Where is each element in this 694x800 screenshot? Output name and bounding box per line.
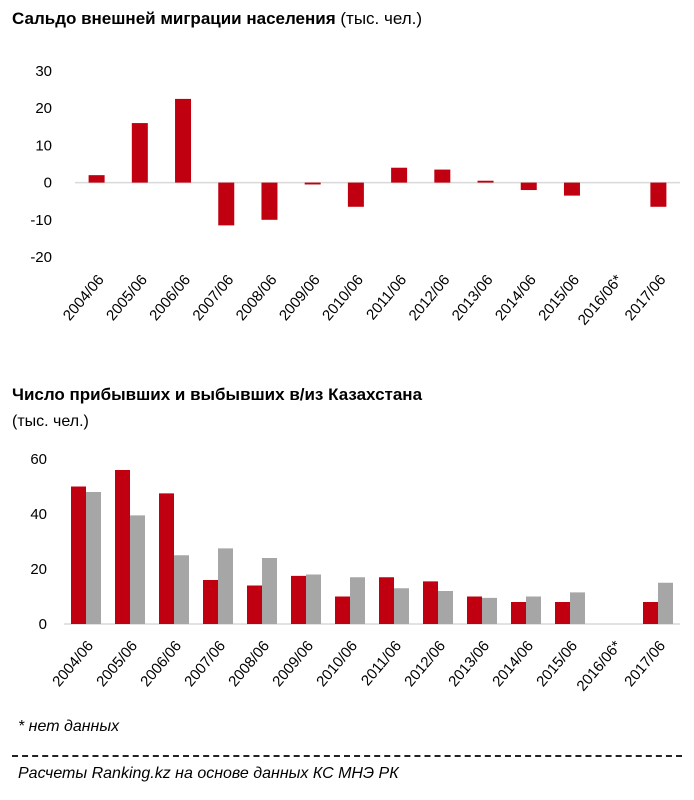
flow-xtick: 2013/06 [445,638,493,690]
flow-bar-s1-5 [291,575,306,624]
flow-bar-s1-1 [115,470,130,624]
flow-ytick: 40 [30,506,47,523]
divider-dashed [12,755,682,757]
flow-xtick: 2008/06 [225,638,273,690]
net-bar-s1-0 [88,175,105,183]
flow-bar-s2-6 [350,577,365,624]
flow-bar-s1-0 [71,486,86,624]
net-ytick: -10 [30,212,52,229]
flow-xtick: 2012/06 [401,638,449,690]
chart1-unit: (тыс. чел.) [340,9,423,28]
net-bar-s1-13 [650,182,667,207]
flow-bar-s2-8 [438,591,453,624]
arrivals-departures-chart: 60 40 20 02004/062005/062006/062007/062008/… [30,451,680,695]
net-ytick: -20 [30,249,52,266]
flow-bar-s2-2 [174,555,189,624]
flow-bar-s2-1 [130,515,145,624]
flow-xtick: 2017/06 [621,638,669,690]
flow-bar-s1-4 [247,585,262,624]
flow-xtick: 2016/06* [573,638,625,695]
flow-bar-s1-6 [335,596,350,624]
flow-ytick: 0 [39,616,47,633]
flow-bar-s2-13 [658,582,673,624]
flow-xtick: 2014/06 [489,638,537,690]
chart2-title: Число прибывших и выбывших в/из Казахста… [12,385,422,405]
flow-bar-s1-2 [159,493,174,624]
flow-bar-s1-13 [643,602,658,624]
flow-bar-s1-11 [555,602,570,624]
net-bar-s1-10 [520,182,537,191]
net-bar-s1-1 [131,123,148,183]
flow-bar-s2-3 [218,548,233,624]
flow-ytick: 20 [30,561,47,578]
footnote: * нет данных [18,718,120,735]
flow-xtick: 2011/06 [358,638,405,690]
net-bar-s1-5 [304,182,321,185]
flow-bar-s2-9 [482,597,497,624]
chart1-title: Сальдо внешней миграции населения (тыс. … [12,9,422,29]
chart2-unit: (тыс. чел.) [12,413,89,430]
net-bar-s1-6 [347,182,364,207]
flow-xtick: 2005/06 [93,638,141,690]
flow-bar-s2-10 [526,596,541,624]
net-ytick: 20 [35,100,52,117]
flow-bar-s1-3 [203,580,218,624]
net-ytick: 30 [35,63,52,80]
flow-bar-s2-11 [570,592,585,624]
flow-xtick: 2010/06 [313,638,361,690]
source-text: Расчеты Ranking.kz на основе данных КС М… [18,765,399,782]
flow-bar-s1-9 [467,596,482,624]
flow-bar-s2-4 [262,558,277,624]
chart2-title-text: Число прибывших и выбывших в/из Казахста… [12,385,423,404]
flow-xtick: 2004/06 [49,638,97,690]
flow-bar-s2-0 [86,492,101,624]
net-bar-s1-8 [434,169,451,183]
flow-bar-s1-8 [423,581,438,624]
net-bar-s1-7 [391,167,408,183]
flow-bar-s2-5 [306,574,321,624]
net-ytick: 0 [44,175,52,192]
flow-bar-s1-7 [379,577,394,624]
net-bar-s1-4 [261,182,278,220]
flow-ytick: 60 [30,451,47,468]
flow-bar-s1-10 [511,602,526,624]
net-bar-s1-3 [218,182,235,226]
net-bar-s1-2 [175,98,192,183]
chart1-title-text: Сальдо внешней миграции населения [12,9,336,28]
net-bar-s1-11 [563,182,580,196]
flow-bar-s2-7 [394,588,409,624]
flow-xtick: 2007/06 [181,638,229,690]
flow-xtick: 2006/06 [137,638,185,690]
net-ytick: 10 [35,137,52,154]
net-migration-chart: 3020100-10-202004/062005/062006/062007/0… [30,63,680,329]
net-bar-s1-9 [477,180,494,183]
flow-xtick: 2009/06 [269,638,317,690]
